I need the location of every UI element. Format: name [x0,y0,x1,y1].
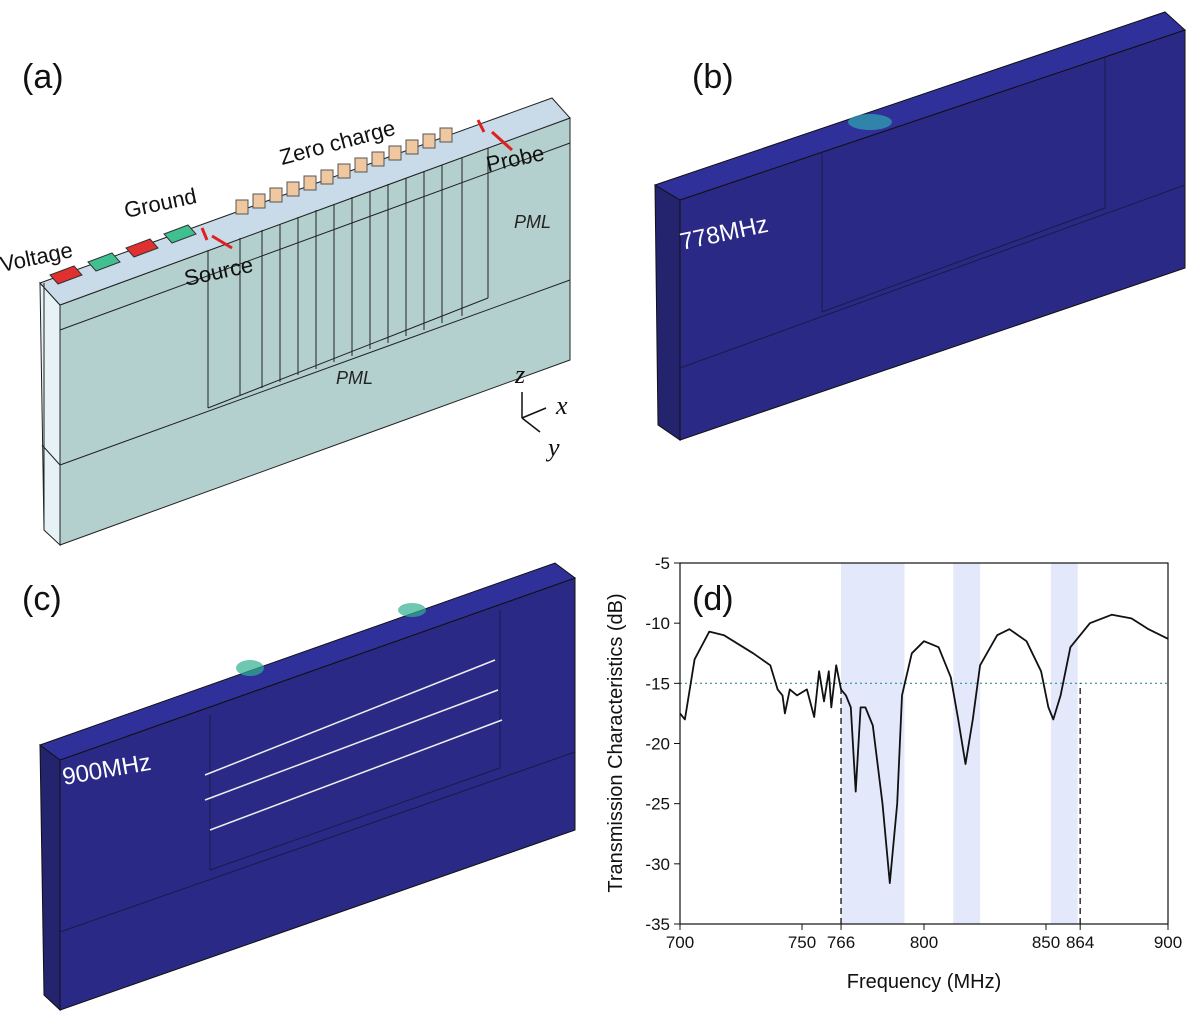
y-tick-label: -30 [645,855,670,874]
slab-top [38,562,577,761]
x-tick-label: 700 [666,933,694,952]
panel-d: (d) Frequency (MHz) Transmission Charact… [605,554,1182,993]
axis-triad [521,392,547,433]
grating-box [821,58,1106,313]
x-tick-label: 800 [910,933,938,952]
annotation: PML [514,212,551,232]
panel-label: (b) [692,58,734,96]
layer-line [59,751,576,933]
x-tick-label: 850 [1032,933,1060,952]
field-hotspot [848,114,892,130]
probe-marker [476,119,486,133]
source-arrow [211,234,233,250]
grating-box [209,610,501,871]
panel-c: (c) 900MHz [22,562,577,1012]
field-hotspot [236,660,264,676]
y-axis-title: Transmission Characteristics (dB) [605,593,627,892]
y-tick-label: -5 [655,554,670,573]
x-axis-title: Frequency (MHz) [847,971,1001,993]
panel-label: (c) [22,580,62,618]
layer-line [679,184,1186,369]
axis-label: z [514,360,525,389]
data-line [679,613,1169,884]
source-marker [200,227,209,241]
x-tick-label: 900 [1154,933,1182,952]
slab-side [654,184,681,441]
annotation: Ground [122,183,199,223]
field-hotspot [398,603,426,617]
cylinders [235,127,453,215]
y-tick-label: -15 [645,674,670,693]
highlight-band [1050,563,1078,924]
panel-a: (a) Voltage Ground Zero charge Source Pr… [0,58,571,547]
wave-arrows [204,659,503,831]
electrodes [49,224,197,285]
layer-line [41,279,571,466]
highlight-band [841,563,905,924]
panel-b: (b) 778MHz [653,11,1186,441]
layer-line [59,142,571,331]
x-tick-label: 864 [1066,933,1094,952]
y-tick-label: -20 [645,735,670,754]
slab-front [59,577,576,1011]
y-tick-label: -35 [645,915,670,934]
slab-top [653,11,1186,201]
y-tick-label: -25 [645,795,670,814]
panel-label: (a) [22,58,64,96]
highlight-band [953,563,981,924]
x-tick-label: 750 [788,933,816,952]
axis-label: x [555,391,568,420]
x-tick-label: 766 [827,933,855,952]
probe-arrow [490,130,514,152]
slab-side [39,281,61,547]
annotation: PML [336,368,373,388]
slab-side [39,743,61,1012]
plot-frame [679,562,1169,925]
y-tick-label: -10 [645,614,670,633]
grating-lines [207,148,489,409]
panel-label: (d) [692,580,734,618]
axis-label: y [545,433,560,462]
